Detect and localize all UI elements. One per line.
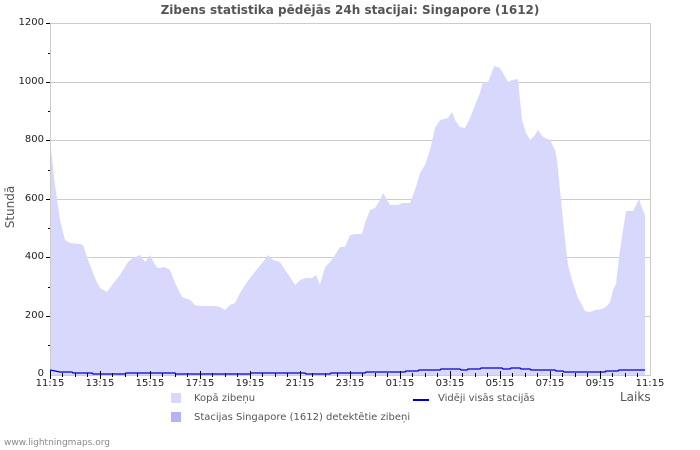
y-tick-label: 400: [24, 251, 44, 262]
x-tick-label: 19:15: [235, 378, 265, 389]
legend-label-total: Kopā zibeņu: [194, 393, 256, 404]
legend-label-average: Vidēji visās stacijās: [438, 393, 535, 404]
x-tick-label: 09:15: [585, 378, 615, 389]
x-tick-label: 15:15: [135, 378, 165, 389]
x-tick-label: 23:15: [335, 378, 365, 389]
x-tick-label: 11:15: [35, 378, 65, 389]
y-tick-label: 200: [24, 310, 44, 321]
x-tick-label: 17:15: [185, 378, 215, 389]
x-tick-label: 13:15: [85, 378, 115, 389]
x-tick-label: 07:15: [535, 378, 565, 389]
x-axis-ticks: [50, 371, 638, 379]
x-tick-label: 03:15: [435, 378, 465, 389]
y-tick-label: 1200: [18, 17, 44, 28]
legend-line-average: [413, 399, 429, 401]
y-tick-label: 600: [24, 193, 44, 204]
y-axis-ticks: [46, 23, 50, 346]
y-axis-label: Stundā: [3, 185, 17, 229]
legend-label-station: Stacijas Singapore (1612) detektētie zib…: [194, 412, 411, 423]
y-tick-label: 1000: [18, 76, 44, 87]
x-axis-label: Laiks: [620, 390, 651, 404]
footer-site-link[interactable]: www.lightningmaps.org: [4, 438, 110, 448]
y-axis-label-wrap: Stundā: [0, 180, 20, 240]
total-lightning-area: [50, 66, 645, 375]
legend-swatch-total: [171, 393, 181, 403]
x-tick-label: 01:15: [385, 378, 415, 389]
x-tick-label: 05:15: [485, 378, 515, 389]
y-tick-label: 800: [24, 134, 44, 145]
legend-swatch-station: [171, 412, 181, 422]
chart-title: Zibens statistika pēdējās 24h stacijai: …: [160, 3, 540, 17]
x-tick-label: 21:15: [285, 378, 315, 389]
x-tick-label: 11:15: [635, 378, 665, 389]
y-tick-label: 0: [37, 368, 44, 379]
